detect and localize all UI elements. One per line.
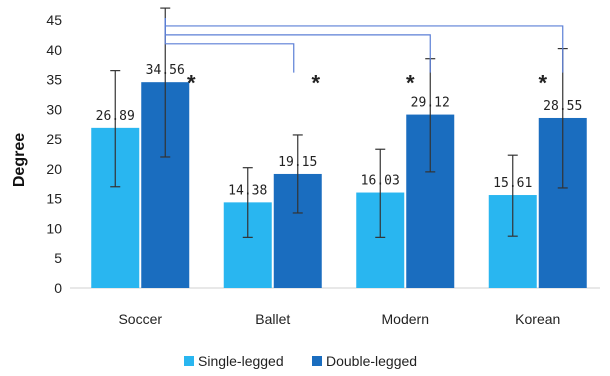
x-axis: Soccer Ballet Modern Korean [70, 287, 600, 327]
y-tick-label-10: 10 [46, 220, 62, 236]
error-bar-ballet-double [292, 134, 303, 214]
legend-item-single: Single-legged [184, 353, 284, 369]
error-bar-modern-single [375, 148, 386, 238]
y-tick-label-30: 30 [46, 101, 62, 117]
x-tick-label-ballet: Ballet [255, 311, 290, 327]
data-label-ballet-single: 14.38 [228, 183, 267, 198]
data-labels-group: 26.89 14.38 16.03 15.61 34.56 19.15 29.12 28.55 [96, 63, 583, 198]
data-label-korean-single: 15.61 [493, 176, 532, 191]
y-tick-label-0: 0 [54, 280, 62, 296]
y-axis: 0 5 10 15 20 25 30 35 40 45 [46, 12, 62, 296]
y-tick-label-40: 40 [46, 42, 62, 58]
legend-item-single-swatch [184, 356, 194, 366]
error-bar-soccer-single [110, 70, 121, 188]
y-tick-label-15: 15 [46, 191, 62, 207]
legend-item-double-swatch [312, 356, 322, 366]
y-tick-label-5: 5 [54, 250, 62, 266]
significance-star-ballet: * [311, 71, 320, 96]
significance-stars: * * * * [187, 71, 548, 96]
legend-item-double: Double-legged [312, 353, 417, 369]
y-tick-label-20: 20 [46, 161, 62, 177]
y-axis-label: Degree [11, 133, 28, 187]
y-tick-label-35: 35 [46, 72, 62, 88]
legend-item-double-label: Double-legged [326, 353, 417, 369]
x-tick-label-soccer: Soccer [118, 311, 162, 327]
x-tick-label-korean: Korean [515, 311, 560, 327]
significance-star-korean: * [538, 71, 547, 96]
x-tick-label-modern: Modern [382, 311, 429, 327]
y-tick-label-45: 45 [46, 12, 62, 28]
legend-item-single-label: Single-legged [198, 353, 284, 369]
error-bar-korean-single [507, 154, 518, 237]
data-label-ballet-double: 19.15 [278, 155, 317, 170]
error-bar-ballet-single [242, 167, 253, 238]
significance-brackets [164, 18, 564, 73]
data-label-soccer-double: 34.56 [146, 63, 185, 78]
significance-bracket-korean [164, 18, 564, 73]
data-label-korean-double: 28.55 [543, 99, 582, 114]
legend: Single-legged Double-legged [184, 353, 417, 369]
data-label-soccer-single: 26.89 [96, 109, 135, 124]
y-tick-label-25: 25 [46, 131, 62, 147]
significance-star-soccer: * [187, 71, 196, 96]
data-label-modern-single: 16.03 [361, 174, 400, 189]
significance-star-modern: * [406, 71, 415, 96]
data-label-modern-double: 29.12 [411, 96, 450, 111]
